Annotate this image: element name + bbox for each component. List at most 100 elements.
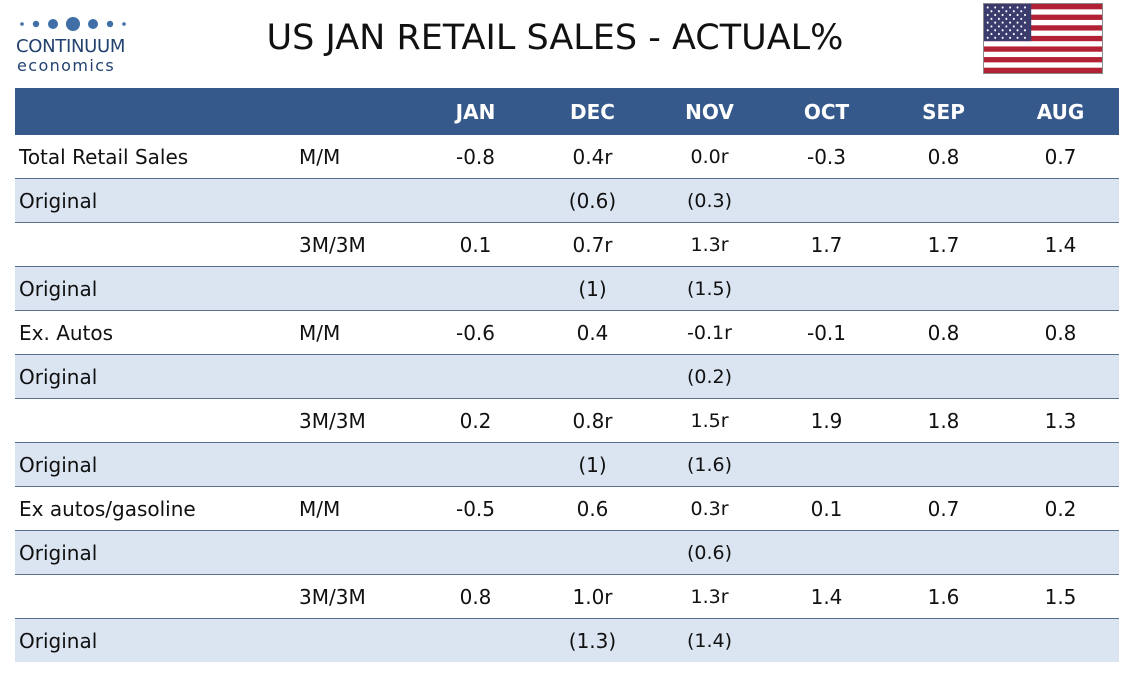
value-cell (417, 354, 534, 399)
value-cell: 0.2 (417, 398, 534, 443)
header-dec: DEC (534, 88, 651, 135)
row-label: Ex autos/gasoline (15, 486, 297, 531)
value-cell (1002, 530, 1119, 575)
page-title: US JAN RETAIL SALES - ACTUAL% (266, 18, 844, 58)
logo-dots-icon (20, 17, 126, 31)
us-flag-icon (983, 3, 1103, 74)
value-cell (417, 618, 534, 662)
value-cell: 1.6 (885, 574, 1002, 619)
value-cell (768, 442, 885, 487)
table-row: Total Retail Sales M/M -0.8 0.4r 0.0r -0.3 0.8… (15, 135, 1119, 179)
row-measure (297, 178, 417, 223)
value-cell: 0.8 (417, 574, 534, 619)
row-label (15, 398, 297, 443)
row-measure: M/M (297, 486, 417, 531)
table-row: Ex. Autos M/M -0.6 0.4 -0.1r -0.1 0.8 0.8 (15, 310, 1119, 355)
value-cell: 0.3r (651, 486, 768, 531)
value-cell: 0.1 (768, 486, 885, 531)
row-measure (297, 266, 417, 311)
row-measure (297, 442, 417, 487)
value-cell: 0.8r (534, 398, 651, 443)
value-cell (768, 178, 885, 223)
row-measure (297, 354, 417, 399)
value-cell (417, 442, 534, 487)
row-label (15, 222, 297, 267)
value-cell: 1.3 (1002, 398, 1119, 443)
header-aug: AUG (1002, 88, 1119, 135)
row-measure: 3M/3M (297, 222, 417, 267)
row-measure (297, 530, 417, 575)
header-oct: OCT (768, 88, 885, 135)
value-cell: 1.5 (1002, 574, 1119, 619)
row-measure: M/M (297, 135, 417, 179)
value-cell: 1.7 (768, 222, 885, 267)
value-cell (885, 266, 1002, 311)
table-row: Original (0.6) (15, 530, 1119, 575)
value-cell (768, 618, 885, 662)
row-label: Original (15, 354, 297, 399)
value-cell: (1.5) (651, 266, 768, 311)
row-label: Original (15, 442, 297, 487)
value-cell: 0.1 (417, 222, 534, 267)
row-measure: 3M/3M (297, 574, 417, 619)
value-cell (1002, 442, 1119, 487)
row-measure: 3M/3M (297, 398, 417, 443)
value-cell: -0.8 (417, 135, 534, 179)
value-cell (417, 530, 534, 575)
value-cell (768, 354, 885, 399)
value-cell: 0.7 (885, 486, 1002, 531)
table-row: Original (1.3) (1.4) (15, 618, 1119, 662)
value-cell (768, 266, 885, 311)
row-label: Ex. Autos (15, 310, 297, 355)
value-cell: 0.7r (534, 222, 651, 267)
value-cell (885, 354, 1002, 399)
value-cell: 0.6 (534, 486, 651, 531)
value-cell (885, 618, 1002, 662)
value-cell (885, 442, 1002, 487)
row-measure (297, 618, 417, 662)
value-cell: 0.7 (1002, 135, 1119, 179)
header-measure (297, 88, 417, 135)
value-cell: 0.0r (651, 135, 768, 179)
value-cell (885, 178, 1002, 223)
value-cell: 0.8 (885, 310, 1002, 355)
value-cell: 1.8 (885, 398, 1002, 443)
row-label: Original (15, 530, 297, 575)
value-cell (534, 530, 651, 575)
value-cell: -0.3 (768, 135, 885, 179)
value-cell: (0.6) (534, 178, 651, 223)
value-cell (1002, 178, 1119, 223)
value-cell: (0.2) (651, 354, 768, 399)
value-cell: 1.7 (885, 222, 1002, 267)
value-cell: (0.6) (651, 530, 768, 575)
header-jan: JAN (417, 88, 534, 135)
value-cell: (1.3) (534, 618, 651, 662)
retail-sales-table: JAN DEC NOV OCT SEP AUG Total Retail Sal… (15, 88, 1119, 662)
value-cell: (0.3) (651, 178, 768, 223)
table-row: 3M/3M 0.2 0.8r 1.5r 1.9 1.8 1.3 (15, 398, 1119, 443)
value-cell: 0.4r (534, 135, 651, 179)
row-label: Original (15, 178, 297, 223)
value-cell: -0.1 (768, 310, 885, 355)
value-cell (1002, 266, 1119, 311)
table-header-row: JAN DEC NOV OCT SEP AUG (15, 88, 1119, 135)
value-cell: 1.0r (534, 574, 651, 619)
value-cell: (1.6) (651, 442, 768, 487)
table-row: Ex autos/gasoline M/M -0.5 0.6 0.3r 0.1 0.7 0.2 (15, 486, 1119, 531)
value-cell: -0.5 (417, 486, 534, 531)
row-measure: M/M (297, 310, 417, 355)
header-nov: NOV (651, 88, 768, 135)
value-cell (417, 266, 534, 311)
logo-name: CONTINUUM (16, 36, 126, 57)
value-cell (768, 530, 885, 575)
value-cell: 1.3r (651, 574, 768, 619)
value-cell: (1) (534, 266, 651, 311)
logo-subtitle: economics (17, 56, 116, 75)
value-cell: 1.3r (651, 222, 768, 267)
value-cell: -0.1r (651, 310, 768, 355)
value-cell: 1.4 (1002, 222, 1119, 267)
value-cell (1002, 354, 1119, 399)
header-sep: SEP (885, 88, 1002, 135)
value-cell (534, 354, 651, 399)
table-row: 3M/3M 0.1 0.7r 1.3r 1.7 1.7 1.4 (15, 222, 1119, 267)
